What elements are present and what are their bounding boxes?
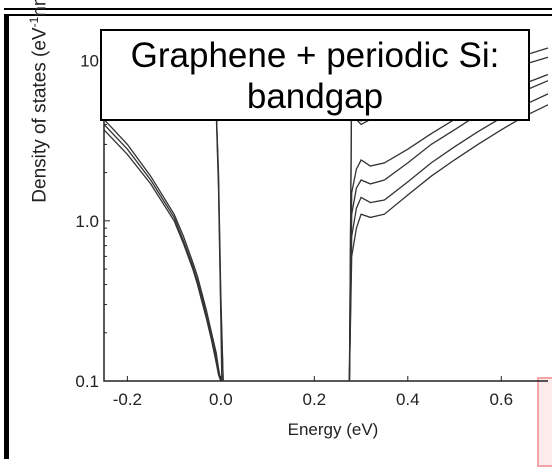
- series-line-11: [348, 93, 549, 382]
- y-tick-label: 0.1: [75, 372, 99, 391]
- x-tick-label: 0.0: [209, 390, 233, 409]
- title-line-2: bandgap: [246, 77, 384, 116]
- series-line-12: [348, 104, 549, 382]
- series-line-4: [103, 118, 222, 382]
- x-tick-label: 0.2: [302, 390, 326, 409]
- series-line-6: [103, 129, 222, 382]
- figure-frame: [4, 14, 552, 459]
- series-line-3: [103, 77, 223, 382]
- x-axis-label: Energy (eV): [288, 420, 379, 439]
- top-border: [0, 0, 552, 16]
- title-box: Graphene + periodic Si: bandgap: [100, 29, 530, 121]
- series-line-10: [348, 80, 549, 382]
- x-tick-label: 0.6: [489, 390, 513, 409]
- y-tick-label: 10: [80, 52, 99, 71]
- y-axis-label: Density of states (eV-1nm-2): [27, 0, 51, 203]
- x-tick-label: 0.4: [396, 390, 420, 409]
- y-tick-label: 1.0: [75, 212, 99, 231]
- series-line-5: [103, 123, 222, 382]
- title-line-1: Graphene + periodic Si:: [130, 36, 500, 75]
- x-tick-label: -0.2: [113, 390, 142, 409]
